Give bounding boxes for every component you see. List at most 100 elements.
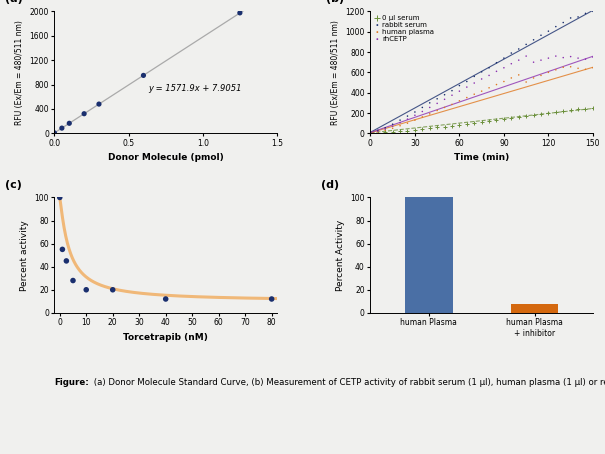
rabbit serum: [543, 28, 553, 35]
rhCETP: [522, 53, 531, 60]
X-axis label: Donor Molecule (pmol): Donor Molecule (pmol): [108, 153, 224, 163]
0 µl serum: [454, 121, 464, 128]
0 µl serum: [403, 127, 413, 134]
0 µl serum: [433, 124, 442, 131]
0 µl serum: [536, 110, 546, 118]
rhCETP: [566, 53, 575, 60]
Point: [108, 286, 117, 293]
Y-axis label: Percent Activity: Percent Activity: [336, 220, 345, 291]
Text: Figure:: Figure:: [54, 378, 89, 387]
human plasma: [477, 88, 486, 95]
rabbit serum: [499, 54, 509, 62]
rhCETP: [462, 84, 472, 91]
0 µl serum: [410, 126, 420, 133]
0 µl serum: [573, 106, 583, 113]
rhCETP: [388, 123, 397, 130]
rhCETP: [573, 54, 583, 62]
0 µl serum: [447, 123, 457, 130]
rabbit serum: [469, 73, 479, 80]
0 µl serum: [514, 113, 523, 120]
rabbit serum: [529, 36, 538, 44]
0 µl serum: [551, 109, 561, 116]
human plasma: [381, 127, 390, 134]
human plasma: [454, 97, 464, 104]
human plasma: [492, 81, 502, 88]
0 µl serum: [566, 107, 575, 114]
rhCETP: [529, 59, 538, 66]
rabbit serum: [506, 49, 516, 57]
rhCETP: [477, 75, 486, 83]
rabbit serum: [395, 117, 405, 124]
human plasma: [581, 66, 590, 73]
Text: (a): (a): [5, 0, 23, 4]
rabbit serum: [462, 78, 472, 85]
human plasma: [417, 113, 427, 120]
rabbit serum: [373, 127, 382, 134]
rabbit serum: [566, 15, 575, 22]
Y-axis label: Percent activity: Percent activity: [20, 220, 29, 291]
Point: [57, 124, 67, 132]
Point: [82, 286, 91, 293]
rabbit serum: [536, 32, 546, 39]
Point: [57, 246, 67, 253]
human plasma: [543, 69, 553, 76]
rhCETP: [395, 119, 405, 126]
human plasma: [447, 101, 457, 108]
human plasma: [388, 125, 397, 132]
human plasma: [573, 64, 583, 72]
rabbit serum: [454, 82, 464, 89]
rhCETP: [551, 53, 561, 60]
rhCETP: [410, 112, 420, 119]
0 µl serum: [373, 129, 382, 136]
rhCETP: [469, 79, 479, 87]
human plasma: [551, 66, 561, 74]
rabbit serum: [365, 129, 375, 136]
Point: [65, 120, 74, 127]
0 µl serum: [365, 129, 375, 137]
Legend: 0 µl serum, rabbit serum, human plasma, rhCETP: 0 µl serum, rabbit serum, human plasma, …: [374, 15, 434, 42]
rhCETP: [514, 57, 523, 64]
human plasma: [425, 110, 434, 118]
rhCETP: [447, 92, 457, 99]
rabbit serum: [440, 91, 450, 99]
Text: (b): (b): [326, 0, 344, 4]
Y-axis label: RFU (Ex/Em = 480/511 nm): RFU (Ex/Em = 480/511 nm): [15, 20, 24, 125]
Point: [68, 277, 78, 284]
0 µl serum: [529, 111, 538, 118]
human plasma: [499, 78, 509, 85]
rabbit serum: [588, 8, 598, 15]
0 µl serum: [543, 109, 553, 117]
Text: (c): (c): [5, 180, 22, 190]
human plasma: [469, 91, 479, 98]
Point: [50, 129, 59, 137]
0 µl serum: [558, 108, 568, 115]
rabbit serum: [388, 121, 397, 128]
0 µl serum: [484, 118, 494, 125]
rhCETP: [581, 55, 590, 63]
Point: [55, 194, 65, 201]
0 µl serum: [522, 112, 531, 119]
rabbit serum: [447, 87, 457, 94]
Text: y = 1571.9x + 7.9051: y = 1571.9x + 7.9051: [148, 84, 241, 93]
Bar: [405, 197, 453, 313]
0 µl serum: [477, 118, 486, 126]
rabbit serum: [477, 68, 486, 75]
Point: [79, 110, 89, 117]
Point: [62, 257, 71, 265]
rhCETP: [588, 54, 598, 61]
0 µl serum: [381, 128, 390, 136]
rabbit serum: [484, 64, 494, 71]
rabbit serum: [551, 23, 561, 30]
rabbit serum: [581, 10, 590, 17]
rhCETP: [543, 54, 553, 62]
rhCETP: [492, 68, 502, 75]
rabbit serum: [573, 13, 583, 20]
Point: [94, 100, 104, 108]
rabbit serum: [433, 95, 442, 103]
0 µl serum: [440, 123, 450, 130]
0 µl serum: [469, 119, 479, 127]
human plasma: [462, 94, 472, 101]
human plasma: [536, 72, 546, 79]
rhCETP: [381, 125, 390, 133]
Point: [161, 296, 171, 303]
